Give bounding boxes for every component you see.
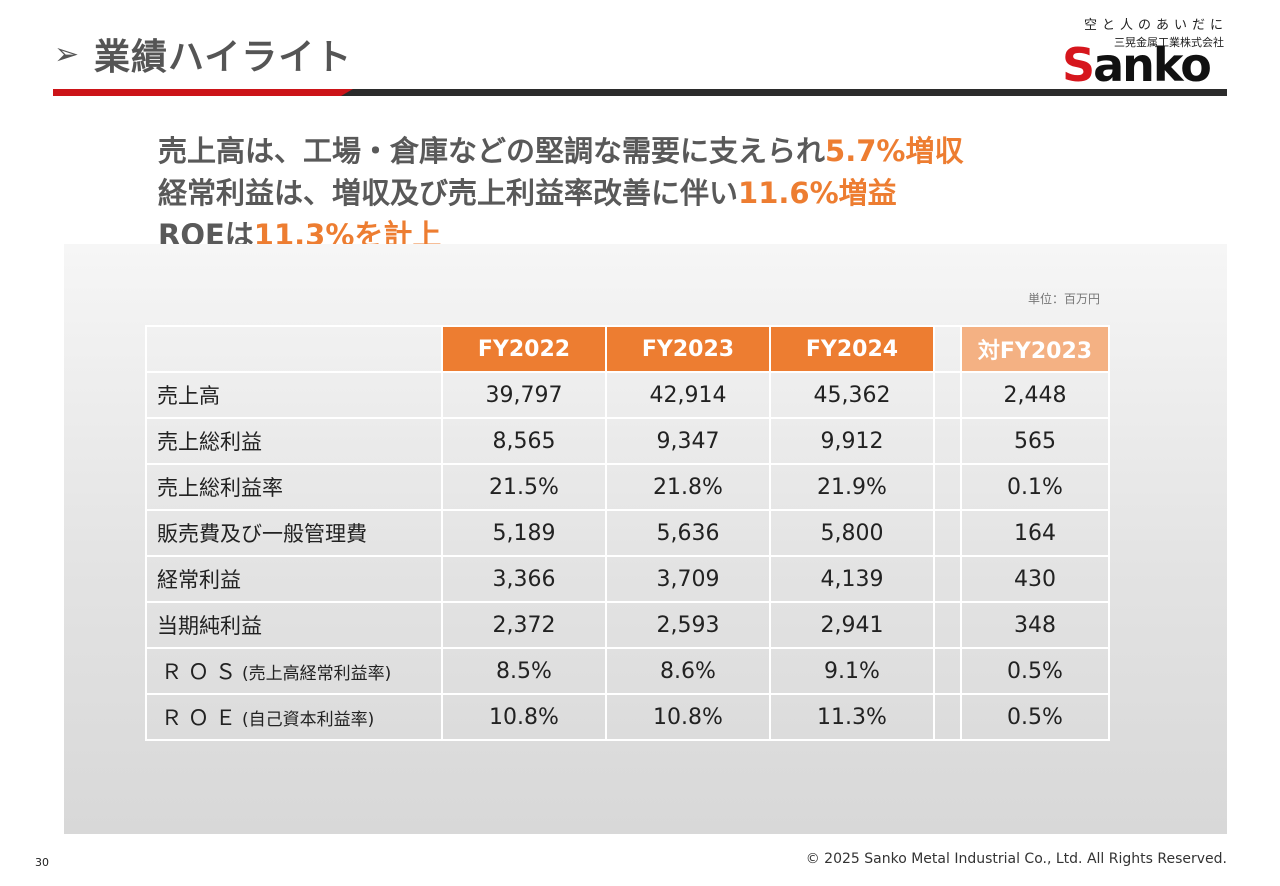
title-underline [53,89,1227,96]
table-row: 売上高 39,797 42,914 45,362 2,448 [145,371,1110,419]
value-cell: 5,189 [441,509,607,557]
value-cell: 8.5% [441,647,607,695]
gap-cell [933,371,962,419]
row-label: 売上総利益率 [145,463,443,511]
gap-cell [933,693,962,741]
row-label-note: (自己資本利益率) [242,710,375,730]
value-cell: 5,636 [605,509,771,557]
slide-title: 業績ハイライト [94,37,353,78]
arrow-bullet-icon: ➢ [54,36,80,72]
value-cell: 2,372 [441,601,607,649]
value-cell: 45,362 [769,371,935,419]
headline-line-1-text: 売上高は、工場・倉庫などの堅調な需要に支えられ [158,134,826,168]
delta-cell: 565 [960,417,1110,465]
headline-line-2-text: 経常利益は、増収及び売上利益率改善に伴い [158,176,739,210]
header-fy2023: FY2023 [605,325,771,373]
delta-cell: 164 [960,509,1110,557]
row-label-text: 売上総利益 [157,430,262,454]
value-cell: 21.5% [441,463,607,511]
table-header-row: FY2022 FY2023 FY2024 対FY2023 [145,325,1110,373]
row-label-text: 売上総利益率 [157,476,283,500]
value-cell: 21.8% [605,463,771,511]
table-row: 売上総利益率 21.5% 21.8% 21.9% 0.1% [145,463,1110,511]
headline-summary: 売上高は、工場・倉庫などの堅調な需要に支えられ5.7%増収 経常利益は、増収及び… [158,130,963,256]
logo-company-name: 三晃金属工業株式会社 [1114,36,1224,49]
row-label-text: ＲＯＳ [161,660,242,684]
logo-wordmark: Sanko [1062,38,1212,92]
gap-cell [933,509,962,557]
delta-cell: 430 [960,555,1110,603]
gap-cell [933,601,962,649]
row-label: ＲＯＳ(売上高経常利益率) [145,647,443,695]
row-label-text: 販売費及び一般管理費 [157,522,367,546]
value-cell: 42,914 [605,371,771,419]
row-label: 販売費及び一般管理費 [145,509,443,557]
value-cell: 4,139 [769,555,935,603]
company-logo: 空と人のあいだに 三晃金属工業株式会社 Sanko [1060,14,1228,92]
table-row: 販売費及び一般管理費 5,189 5,636 5,800 164 [145,509,1110,557]
value-cell: 10.8% [441,693,607,741]
row-label: 売上総利益 [145,417,443,465]
table-row: 当期純利益 2,372 2,593 2,941 348 [145,601,1110,649]
logo-wordmark-s: S [1062,38,1095,92]
value-cell: 11.3% [769,693,935,741]
value-cell: 8,565 [441,417,607,465]
value-cell: 9,912 [769,417,935,465]
value-cell: 3,709 [605,555,771,603]
gap-cell [933,647,962,695]
header-vs-fy2023: 対FY2023 [960,325,1110,373]
logo-wordmark-rest: anko [1093,38,1212,92]
financial-highlights-table: FY2022 FY2023 FY2024 対FY2023 売上高 39,797 42… [145,325,1110,741]
value-cell: 21.9% [769,463,935,511]
slide-title-row: ➢ 業績ハイライト [54,28,352,80]
table-row: 売上総利益 8,565 9,347 9,912 565 [145,417,1110,465]
logo-tagline: 空と人のあいだに [1083,18,1228,33]
header-fy2024: FY2024 [769,325,935,373]
row-label-text: ＲＯＥ [161,706,242,730]
row-label: 当期純利益 [145,601,443,649]
value-cell: 10.8% [605,693,771,741]
delta-cell: 2,448 [960,371,1110,419]
value-cell: 9,347 [605,417,771,465]
value-cell: 9.1% [769,647,935,695]
headline-line-1-highlight: 5.7%増収 [825,134,964,168]
value-cell: 5,800 [769,509,935,557]
gap-cell [933,555,962,603]
table-row: 経常利益 3,366 3,709 4,139 430 [145,555,1110,603]
row-label: 売上高 [145,371,443,419]
row-label: 経常利益 [145,555,443,603]
value-cell: 2,941 [769,601,935,649]
delta-cell: 0.1% [960,463,1110,511]
row-label: ＲＯＥ(自己資本利益率) [145,693,443,741]
row-label-note: (売上高経常利益率) [242,664,392,684]
value-cell: 8.6% [605,647,771,695]
value-cell: 3,366 [441,555,607,603]
delta-cell: 348 [960,601,1110,649]
headline-line-2-highlight: 11.6%増益 [738,176,897,210]
header-fy2022: FY2022 [441,325,607,373]
row-label-text: 経常利益 [157,568,241,592]
header-blank-cell [145,325,443,373]
table-row: ＲＯＳ(売上高経常利益率) 8.5% 8.6% 9.1% 0.5% [145,647,1110,695]
copyright-notice: © 2025 Sanko Metal Industrial Co., Ltd. … [805,851,1227,867]
delta-cell: 0.5% [960,693,1110,741]
title-underline-accent [53,89,353,96]
gap-cell [933,463,962,511]
headline-line-1: 売上高は、工場・倉庫などの堅調な需要に支えられ5.7%増収 [158,130,963,172]
unit-label: 単位：百万円 [1027,292,1100,306]
row-label-text: 当期純利益 [157,614,262,638]
row-label-text: 売上高 [157,384,220,408]
value-cell: 2,593 [605,601,771,649]
page-number: 30 [35,856,49,869]
table-row: ＲＯＥ(自己資本利益率) 10.8% 10.8% 11.3% 0.5% [145,693,1110,741]
headline-line-2: 経常利益は、増収及び売上利益率改善に伴い11.6%増益 [158,172,963,214]
gap-cell [933,417,962,465]
header-gap-cell [933,325,962,373]
value-cell: 39,797 [441,371,607,419]
delta-cell: 0.5% [960,647,1110,695]
